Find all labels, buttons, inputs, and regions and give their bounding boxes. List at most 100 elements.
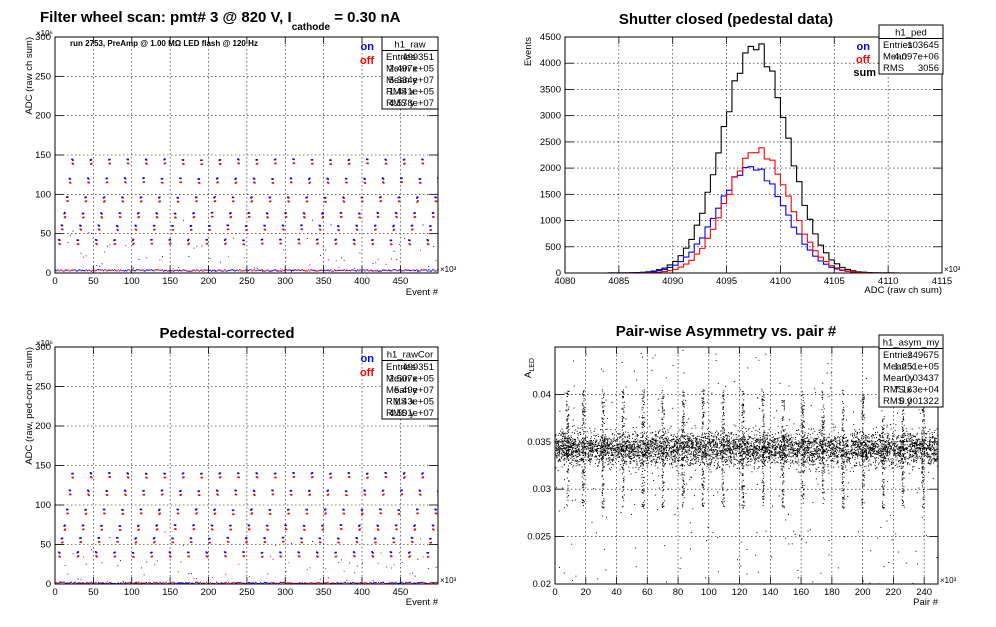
asymmetry-band-point xyxy=(617,454,618,455)
asymmetry-band-point xyxy=(632,438,633,439)
raw-baseline-point xyxy=(96,270,97,271)
asymmetry-band-point xyxy=(855,447,856,448)
asymmetry-band-point xyxy=(650,441,651,442)
asymmetry-band-point xyxy=(789,440,790,441)
asymmetry-band-point xyxy=(687,461,688,462)
asymmetry-band-point xyxy=(837,460,838,461)
asymmetry-band-point xyxy=(657,462,658,463)
raw-baseline-point xyxy=(116,270,117,271)
asymmetry-band-point xyxy=(887,454,888,455)
asymmetry-band-point xyxy=(665,452,666,453)
asymmetry-band-point xyxy=(902,435,903,436)
asymmetry-band-point xyxy=(769,435,770,436)
rawCor-transition-point xyxy=(391,567,392,568)
rawCor-baseline-point xyxy=(328,582,329,583)
raw-on-point xyxy=(82,213,84,215)
asymmetry-band-point xyxy=(677,447,678,448)
rawCor-transition-point xyxy=(141,567,142,568)
raw-transition-point xyxy=(341,257,342,258)
rawCor-off-point xyxy=(288,513,290,515)
raw-baseline-point xyxy=(329,270,330,271)
raw-baseline-point xyxy=(154,269,155,270)
rawCor-baseline-point xyxy=(255,582,256,583)
asymmetry-band-point xyxy=(744,444,745,445)
raw-xtick-label: 150 xyxy=(162,276,178,287)
asymmetry-band-point xyxy=(888,437,889,438)
raw-on-point xyxy=(340,212,342,214)
raw-baseline-point xyxy=(178,270,179,271)
asymmetry-band-point xyxy=(573,447,574,448)
asymmetry-band-point xyxy=(636,461,637,462)
asymmetry-band-point xyxy=(675,466,676,467)
asymmetry-band-point xyxy=(855,457,856,458)
asymmetry-band-point xyxy=(935,440,936,441)
asymmetry-band-point xyxy=(793,449,794,450)
asymmetry-band-point xyxy=(754,450,755,451)
asymmetry-band-point xyxy=(842,448,843,449)
rawCor-baseline-point xyxy=(110,582,111,583)
raw-off-point xyxy=(414,216,416,218)
asymmetry-band-point xyxy=(582,437,583,438)
asymmetry-band-point xyxy=(934,456,935,457)
asymmetry-band-point xyxy=(643,440,644,441)
asymmetry-band-point xyxy=(607,447,608,448)
asymmetry-band-point xyxy=(671,458,672,459)
raw-baseline-point xyxy=(191,271,192,272)
raw-on-point xyxy=(419,178,421,180)
asymmetry-band-point xyxy=(711,462,712,463)
asymmetry-band-point xyxy=(851,445,852,446)
asymmetry-band-point xyxy=(794,442,795,443)
asymmetry-band-point xyxy=(587,431,588,432)
raw-on-point xyxy=(196,196,198,198)
raw-baseline-point xyxy=(194,270,195,271)
asymmetry-band-point xyxy=(915,448,916,449)
asymmetry-band-point xyxy=(820,443,821,444)
rawCor-on-point xyxy=(214,509,216,511)
asymmetry-band-point xyxy=(628,448,629,449)
asymmetry-band-point xyxy=(666,440,667,441)
asymmetry-band-point xyxy=(920,447,921,448)
raw-baseline-point xyxy=(100,270,101,271)
asymmetry-band-point xyxy=(592,452,593,453)
asymmetry-band-point xyxy=(870,451,871,452)
asymmetry-band-point xyxy=(587,437,588,438)
raw-baseline-point xyxy=(294,269,295,270)
raw-baseline-point xyxy=(363,269,364,270)
rawCor-baseline-point xyxy=(105,582,106,583)
rawCor-off-point xyxy=(404,476,406,478)
raw-off-point xyxy=(83,217,85,219)
asymmetry-band-point xyxy=(766,457,767,458)
asymmetry-band-point xyxy=(636,455,637,456)
raw-on-point xyxy=(146,159,148,161)
asymmetry-band-point xyxy=(587,454,588,455)
rawCor-on-point xyxy=(404,472,406,474)
raw-on-point xyxy=(246,225,248,227)
asymmetry-band-point xyxy=(745,447,746,448)
asymmetry-band-point xyxy=(861,455,862,456)
asymmetry-band-point xyxy=(627,436,628,437)
asymmetry-band-point xyxy=(644,470,645,471)
rawCor-baseline-point xyxy=(344,582,345,583)
raw-baseline-point xyxy=(411,270,412,271)
asymmetry-band-point xyxy=(804,449,805,450)
asymmetry-band-point xyxy=(619,451,620,452)
rawCor-xtick-label: 100 xyxy=(124,587,140,598)
rawCor-baseline-point xyxy=(62,582,63,583)
rawCor-baseline-point xyxy=(87,582,88,583)
asymmetry-band-point xyxy=(588,453,589,454)
asymmetry-band-point xyxy=(585,446,586,447)
raw-off-point xyxy=(309,182,311,184)
rawCor-on-point xyxy=(385,472,387,474)
asymmetry-band-point xyxy=(930,458,931,459)
asymmetry-band-point xyxy=(656,451,657,452)
rawCor-transition-point xyxy=(378,563,379,564)
asymmetry-band-point xyxy=(748,429,749,430)
raw-off-point xyxy=(312,163,314,165)
asymmetry-band-point xyxy=(748,453,749,454)
asymmetry-band-point xyxy=(781,431,782,432)
asymmetry-band-point xyxy=(869,438,870,439)
raw-off-point xyxy=(220,163,222,165)
asymmetry-band-point xyxy=(929,437,930,438)
asymmetry-band-point xyxy=(910,449,911,450)
asymmetry-band-point xyxy=(630,453,631,454)
